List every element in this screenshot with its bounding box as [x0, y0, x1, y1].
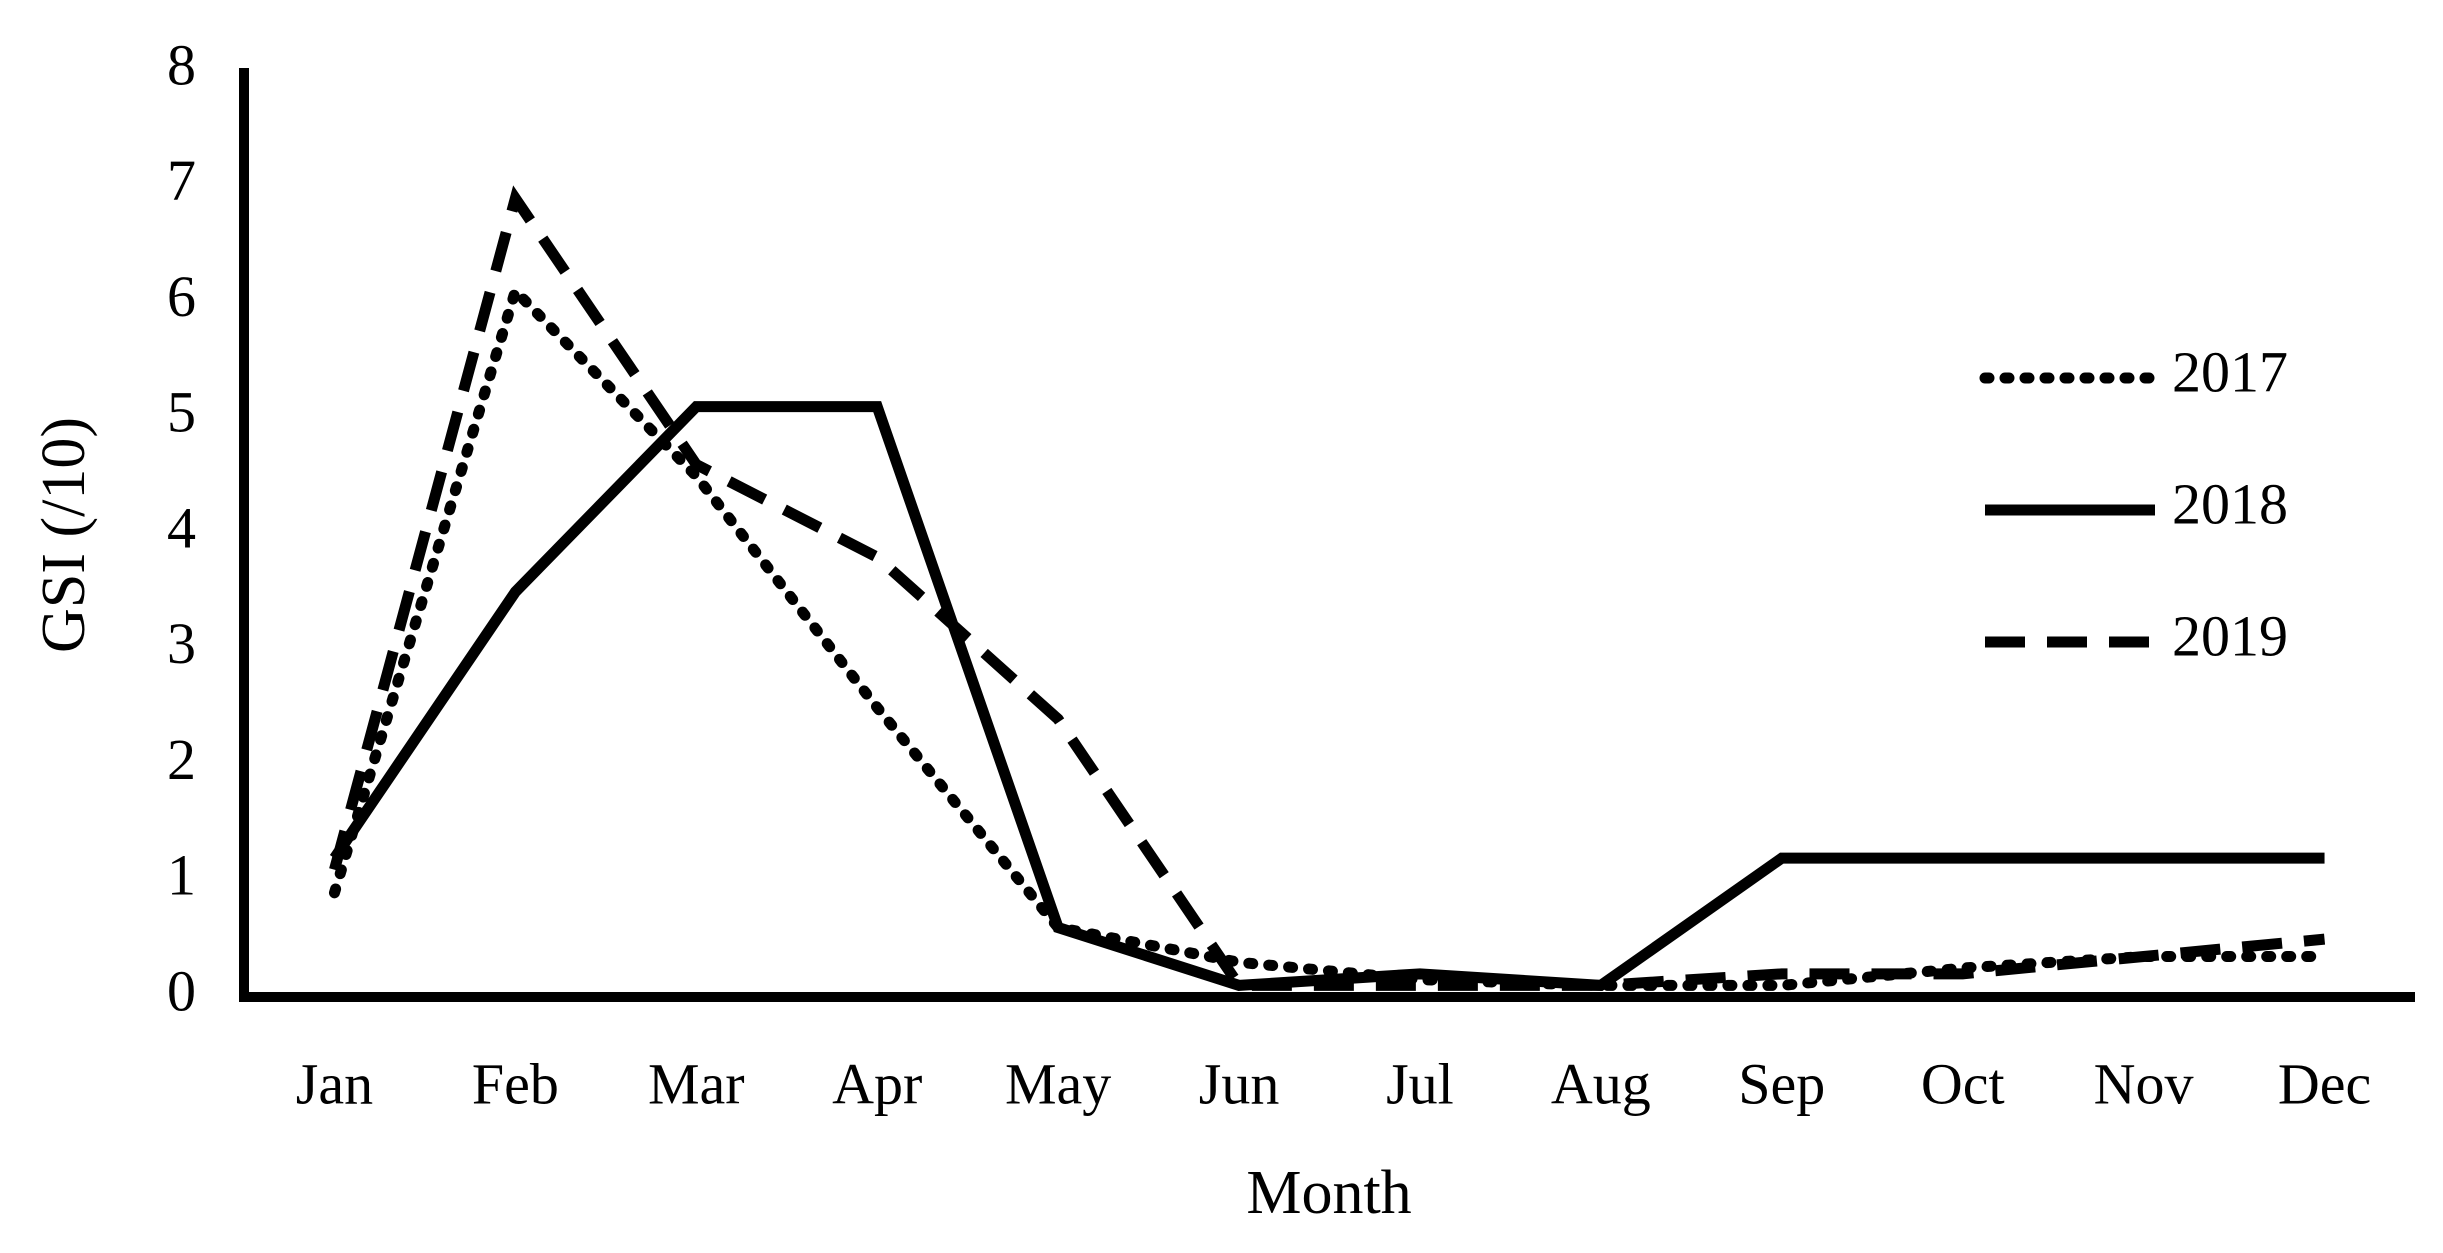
x-tick-label: Aug	[1551, 1051, 1651, 1116]
x-tick-label: Nov	[2094, 1051, 2194, 1116]
x-tick-label: May	[1005, 1051, 1111, 1116]
y-tick-label: 8	[167, 32, 196, 97]
x-tick-label: Mar	[648, 1051, 745, 1116]
x-tick-label: Jan	[296, 1051, 373, 1116]
y-tick-label: 1	[167, 843, 196, 908]
x-tick-label: Feb	[472, 1051, 559, 1116]
y-tick-label: 5	[167, 380, 196, 445]
legend-label: 2018	[2172, 471, 2288, 536]
series-line	[329, 185, 2326, 991]
y-tick-label: 0	[167, 958, 196, 1023]
y-tick-label: 2	[167, 727, 196, 792]
legend-label: 2017	[2172, 339, 2288, 404]
y-tick-label: 3	[167, 611, 196, 676]
y-tick-label: 6	[167, 264, 196, 329]
x-tick-label: Dec	[2278, 1051, 2371, 1116]
legend-label: 2019	[2172, 603, 2288, 668]
y-tick-label: 4	[167, 495, 196, 560]
x-axis-title: Month	[1246, 1159, 1411, 1227]
x-tick-label: Apr	[832, 1051, 922, 1116]
series-line	[328, 280, 2331, 991]
x-tick-label: Jul	[1386, 1051, 1454, 1116]
series-line	[329, 401, 2325, 992]
x-tick-label: Sep	[1738, 1051, 1825, 1116]
y-tick-label: 7	[167, 148, 196, 213]
x-tick-label: Jun	[1199, 1051, 1280, 1116]
y-axis-title: GSI (/10)	[30, 417, 98, 653]
x-tick-label: Oct	[1921, 1051, 2005, 1116]
